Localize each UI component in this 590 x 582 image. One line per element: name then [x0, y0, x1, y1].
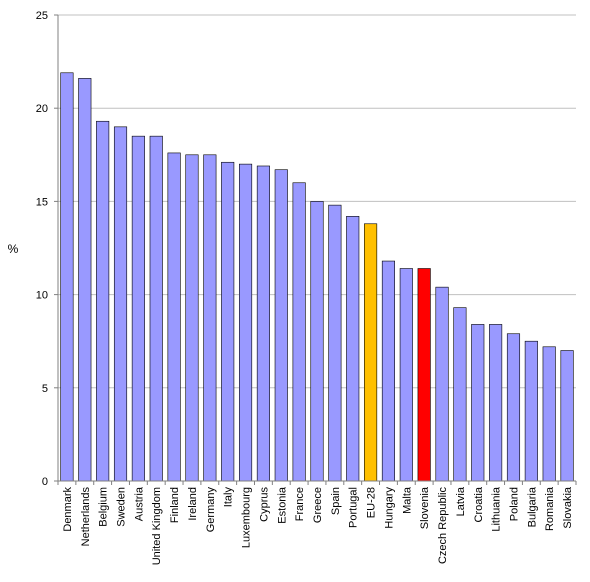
x-tick-label: Sweden [116, 487, 128, 527]
x-tick-label: Italy [223, 487, 235, 508]
y-tick-label: 0 [42, 476, 48, 488]
bar-spain [328, 204, 342, 482]
bar-hungary [381, 260, 395, 482]
bar-slovenia [417, 268, 431, 482]
bar-slovakia [560, 350, 574, 482]
x-tick-label: Spain [330, 487, 342, 515]
bar-italy [221, 161, 235, 482]
bar-malta [399, 268, 413, 482]
y-axis-label: % [8, 242, 19, 256]
x-tick-label: Croatia [473, 486, 485, 522]
y-tick-label: 20 [36, 103, 48, 115]
bar-france [292, 182, 306, 482]
bar-eu-28 [364, 223, 378, 482]
x-tick-label: Germany [205, 487, 217, 533]
x-tick-label: Lithuania [491, 486, 503, 532]
bar-lithuania [489, 324, 503, 482]
y-tick-label: 5 [42, 383, 48, 395]
bar-latvia [453, 307, 467, 482]
bar-denmark [60, 72, 74, 482]
bar-sweden [113, 126, 128, 482]
y-tick-label: 25 [36, 10, 48, 22]
x-tick-label: Hungary [383, 487, 395, 529]
x-tick-label: Netherlands [80, 487, 92, 547]
x-tick-label: EU-28 [366, 487, 378, 518]
bar-netherlands [78, 78, 92, 482]
x-tick-label: Malta [401, 486, 413, 514]
bar-poland [506, 333, 521, 482]
x-tick-label: Denmark [62, 487, 74, 532]
x-tick-label: Poland [508, 487, 520, 521]
bar-portugal [346, 216, 360, 482]
bar-ireland [185, 154, 199, 482]
bar-belgium [96, 120, 110, 482]
x-tick-label: Bulgaria [526, 486, 538, 527]
bar-germany [203, 154, 217, 482]
bar-bulgaria [524, 340, 538, 482]
x-tick-label: France [294, 487, 306, 521]
x-tick-label: Belgium [98, 487, 110, 527]
bar-croatia [471, 324, 485, 482]
bar-united-kingdom [149, 135, 163, 482]
bar-finland [167, 152, 181, 482]
x-tick-label: Ireland [187, 487, 199, 521]
bar-estonia [274, 169, 288, 482]
x-tick-label: Luxembourg [241, 487, 253, 548]
x-tick-label: Slovakia [562, 486, 574, 528]
x-tick-label: Austria [133, 486, 145, 521]
x-tick-label: Slovenia [419, 486, 431, 529]
x-tick-label: Portugal [348, 487, 360, 528]
x-tick-label: Czech Republic [437, 487, 449, 565]
y-tick-label: 15 [36, 196, 48, 208]
bar-cyprus [256, 165, 270, 482]
y-tick-label: 10 [36, 290, 48, 302]
bars [60, 72, 574, 482]
bar-austria [131, 135, 145, 482]
x-tick-label: United Kingdom [151, 487, 163, 565]
x-axis-ticks: Denmark Netherlands Belgium Sweden Austria Un… [57, 481, 577, 565]
x-tick-label: Greece [312, 487, 324, 523]
bar-greece [310, 201, 324, 482]
bar-czech-republic [435, 286, 449, 482]
x-tick-label: Estonia [276, 486, 288, 524]
y-axis-ticks: 0 5 10 15 20 25 [36, 10, 58, 488]
x-tick-label: Latvia [455, 486, 467, 516]
x-tick-label: Finland [169, 487, 181, 523]
bar-luxembourg [239, 163, 253, 482]
x-tick-label: Romania [544, 486, 556, 531]
x-tick-label: Cyprus [258, 487, 270, 522]
bar-romania [542, 346, 556, 482]
